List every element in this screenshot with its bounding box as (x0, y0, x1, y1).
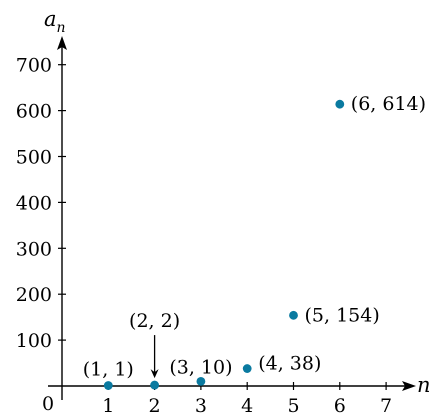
y-tick-label: 500 (16, 147, 52, 169)
data-label: (1, 1) (83, 359, 134, 381)
data-label: (4, 38) (258, 353, 321, 375)
data-point (289, 310, 298, 320)
x-tick-label: 2 (149, 395, 161, 414)
y-axis-label-main: a (44, 7, 57, 31)
x-axis-label: n (417, 373, 431, 397)
y-axis-label: an (44, 7, 66, 36)
data-point (335, 99, 345, 109)
data-label: (3, 10) (169, 356, 232, 378)
origin-label: 0 (42, 393, 54, 414)
x-tick-label: 3 (195, 395, 207, 414)
data-point (196, 377, 206, 386)
y-axis-arrow (57, 36, 67, 50)
data-label: (2, 2) (129, 310, 180, 332)
axis-labels: an n 0 (42, 7, 431, 414)
x-tick-label: 5 (287, 395, 299, 414)
y-tick-label: 400 (16, 192, 52, 214)
x-tick-label: 7 (380, 395, 392, 414)
data-point (103, 381, 113, 390)
y-tick-label: 200 (16, 284, 52, 306)
data-point (150, 380, 160, 390)
data-point (242, 364, 252, 373)
ticks: 1 2 3 4 5 6 7 100 200 300 400 500 600 700 (16, 55, 392, 414)
y-tick-label: 100 (16, 330, 52, 352)
data-label-arrowhead (150, 369, 159, 379)
data-label: (5, 154) (305, 304, 380, 326)
x-tick-label: 1 (102, 395, 114, 414)
data-points: (1, 1) (2, 2) (3, 10) (4, 38) (5, 154) (6, 61… (83, 93, 426, 390)
y-tick-label: 600 (16, 101, 52, 123)
y-tick-label: 300 (16, 238, 52, 260)
y-tick-label: 700 (16, 55, 52, 77)
x-tick-label: 6 (334, 395, 346, 414)
y-axis-label-subscript: n (57, 20, 66, 36)
x-axis-arrow (402, 381, 416, 391)
axes (48, 36, 416, 400)
x-tick-label: 4 (241, 395, 253, 414)
data-label: (6, 614) (351, 93, 426, 115)
